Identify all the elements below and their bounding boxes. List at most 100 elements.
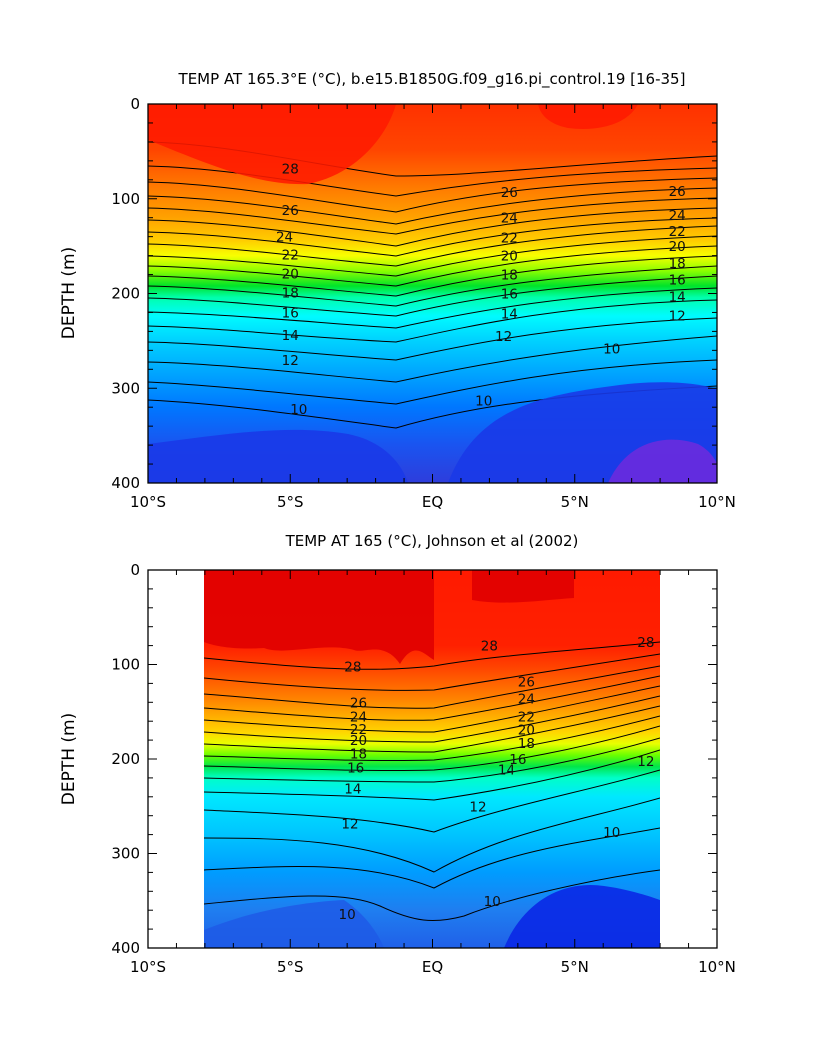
x-tick-label: 10°N (698, 493, 736, 511)
contour-line (204, 705, 660, 753)
contour-line (148, 299, 717, 343)
contour-label: 10 (484, 894, 501, 910)
x-tick-label: 5°S (277, 493, 304, 511)
contour-line (148, 207, 717, 247)
y-tick-label: 0 (130, 95, 140, 113)
contour-label: 22 (669, 224, 686, 240)
axis-ticks (147, 103, 718, 484)
contour-label: 20 (669, 239, 686, 255)
x-tick-label: 5°N (561, 493, 589, 511)
contour-labels: 2826242220181614121026242220181614121026… (276, 161, 686, 418)
contour-line (204, 797, 660, 873)
warm-core-region (472, 570, 574, 603)
y-tick-label: 400 (111, 474, 140, 492)
contour-line (204, 641, 660, 670)
contour-label: 16 (509, 752, 526, 768)
contour-label: 24 (501, 211, 518, 227)
contour-label: 18 (282, 286, 299, 302)
coldest-region (608, 439, 717, 483)
x-tick-label: 10°N (698, 958, 736, 976)
warm-pool-core (148, 104, 396, 185)
contour-label: 10 (603, 341, 620, 357)
chart-panel-observations: TEMP AT 165 (°C), Johnson et al (2002) (59, 532, 736, 976)
x-tick-labels: 10°S 5°S EQ 5°N 10°N (130, 958, 736, 976)
contour-line (204, 695, 660, 743)
contour-label: 26 (282, 203, 299, 219)
warm-core-region (204, 570, 434, 664)
contour-line (204, 737, 660, 783)
x-tick-label: 5°S (277, 958, 304, 976)
contour-line (148, 197, 717, 235)
contour-label: 10 (339, 907, 356, 923)
surface-warm-patch (538, 104, 638, 129)
deep-cold-region (204, 900, 384, 948)
contour-label: 14 (282, 328, 299, 344)
y-tick-labels: 0 100 200 300 400 (111, 95, 140, 492)
contour-label: 26 (518, 675, 535, 691)
contour-line (148, 245, 717, 287)
contour-label: 24 (518, 692, 535, 708)
contour-label: 16 (669, 272, 686, 288)
contour-label: 12 (469, 799, 486, 815)
contour-labels: 2826242220181614121028262422201816141210… (339, 635, 655, 923)
contour-label: 18 (350, 746, 367, 762)
contour-line (148, 287, 717, 329)
contour-label: 14 (498, 762, 515, 778)
contour-label: 28 (282, 161, 299, 177)
axis-ticks (147, 569, 718, 949)
contour-label: 10 (290, 402, 307, 418)
chart-title: TEMP AT 165.3°E (°C), b.e15.B1850G.f09_g… (178, 70, 686, 89)
contour-line (204, 749, 660, 801)
contour-label: 20 (350, 733, 367, 749)
contour-label: 16 (501, 287, 518, 303)
contour-label: 14 (501, 306, 518, 322)
contour-line (204, 715, 660, 762)
contour-label: 22 (282, 248, 299, 264)
contour-label: 26 (669, 184, 686, 200)
deepest-cold-region (504, 884, 660, 948)
chart-panel-model: TEMP AT 165.3°E (°C), b.e15.B1850G.f09_g… (59, 70, 736, 511)
plot-area: 2826242220181614121026242220181614121026… (148, 104, 717, 483)
contour-line (148, 359, 717, 405)
y-tick-label: 400 (111, 939, 140, 957)
contour-label: 28 (481, 639, 498, 655)
contour-label: 18 (669, 256, 686, 272)
contour-lines (204, 641, 660, 922)
plot-area: 2826242220181614121028262422201816141210… (204, 570, 660, 948)
contour-label: 22 (518, 709, 535, 725)
contour-line (204, 827, 660, 889)
contour-label: 20 (282, 267, 299, 283)
contour-label: 10 (603, 825, 620, 841)
y-tick-label: 0 (130, 561, 140, 579)
contour-label: 16 (282, 305, 299, 321)
y-tick-label: 200 (111, 285, 140, 303)
contour-label: 28 (637, 635, 654, 651)
y-tick-label: 300 (111, 379, 140, 397)
y-tick-label: 300 (111, 845, 140, 863)
contour-label: 12 (669, 308, 686, 324)
contour-label: 12 (341, 816, 358, 832)
x-tick-label: EQ (422, 958, 443, 976)
contour-label: 24 (350, 709, 367, 725)
contour-label: 26 (350, 695, 367, 711)
contour-label: 20 (518, 723, 535, 739)
y-axis-label: DEPTH (m) (59, 247, 79, 339)
contour-label: 24 (276, 230, 293, 246)
contour-label: 12 (637, 754, 654, 770)
contour-label: 18 (501, 268, 518, 284)
x-tick-label: EQ (422, 493, 443, 511)
deep-cold-region (148, 429, 408, 483)
y-tick-labels: 0 100 200 300 400 (111, 561, 140, 957)
contour-label: 22 (501, 231, 518, 247)
contour-line (148, 255, 717, 297)
contour-line (204, 685, 660, 733)
contour-label: 26 (501, 185, 518, 201)
x-tick-label: 10°S (130, 958, 166, 976)
contour-label: 12 (282, 353, 299, 369)
contour-label: 22 (350, 722, 367, 738)
contour-label: 24 (669, 208, 686, 224)
chart-title: TEMP AT 165 (°C), Johnson et al (2002) (285, 532, 579, 550)
contour-line (204, 769, 660, 833)
contour-line (204, 653, 660, 691)
